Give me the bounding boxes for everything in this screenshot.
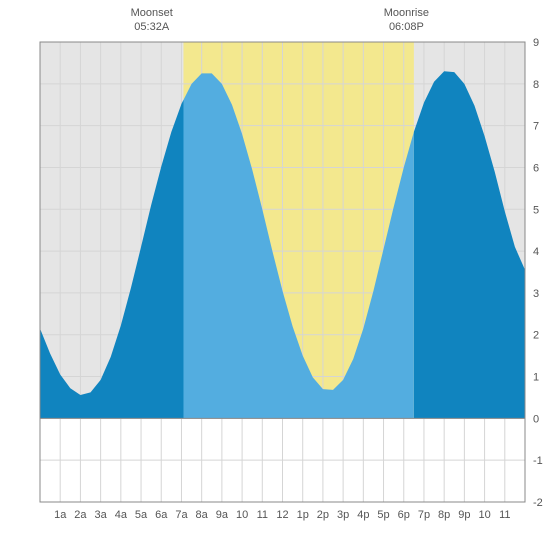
- svg-text:4a: 4a: [115, 509, 128, 521]
- svg-text:-2: -2: [533, 497, 543, 509]
- svg-text:-1: -1: [533, 455, 543, 467]
- svg-text:8a: 8a: [196, 509, 209, 521]
- svg-text:6: 6: [533, 162, 539, 174]
- svg-text:7a: 7a: [175, 509, 188, 521]
- svg-text:11: 11: [257, 509, 268, 521]
- svg-text:10: 10: [236, 509, 248, 521]
- svg-text:5a: 5a: [135, 509, 148, 521]
- svg-text:2a: 2a: [74, 509, 87, 521]
- svg-text:1a: 1a: [54, 509, 67, 521]
- svg-text:4: 4: [533, 246, 539, 258]
- svg-text:10: 10: [478, 509, 490, 521]
- svg-text:9a: 9a: [216, 509, 229, 521]
- svg-text:3: 3: [533, 288, 539, 300]
- chart-svg: 1a2a3a4a5a6a7a8a9a1011121p2p3p4p5p6p7p8p…: [0, 0, 550, 550]
- annotation-title: Moonrise: [384, 6, 429, 20]
- annotation-time: 05:32A: [131, 20, 173, 34]
- moonset-annotation: Moonset05:32A: [131, 6, 173, 35]
- svg-text:3p: 3p: [337, 509, 349, 521]
- annotation-time: 06:08P: [384, 20, 429, 34]
- svg-text:11: 11: [499, 509, 510, 521]
- svg-text:6a: 6a: [155, 509, 168, 521]
- svg-text:12: 12: [276, 509, 288, 521]
- svg-text:5p: 5p: [377, 509, 389, 521]
- svg-text:8p: 8p: [438, 509, 450, 521]
- svg-text:3a: 3a: [95, 509, 108, 521]
- svg-text:8: 8: [533, 79, 539, 91]
- svg-text:6p: 6p: [398, 509, 410, 521]
- svg-text:0: 0: [533, 413, 539, 425]
- svg-text:5: 5: [533, 204, 539, 216]
- svg-text:4p: 4p: [357, 509, 369, 521]
- svg-text:1: 1: [533, 372, 539, 384]
- svg-text:7: 7: [533, 121, 539, 133]
- svg-text:1p: 1p: [297, 509, 309, 521]
- annotation-title: Moonset: [131, 6, 173, 20]
- svg-text:2: 2: [533, 330, 539, 342]
- tide-chart: 1a2a3a4a5a6a7a8a9a1011121p2p3p4p5p6p7p8p…: [0, 0, 550, 550]
- moonrise-annotation: Moonrise06:08P: [384, 6, 429, 35]
- svg-text:7p: 7p: [418, 509, 430, 521]
- svg-text:9: 9: [533, 37, 539, 49]
- svg-text:9p: 9p: [458, 509, 470, 521]
- svg-text:2p: 2p: [317, 509, 329, 521]
